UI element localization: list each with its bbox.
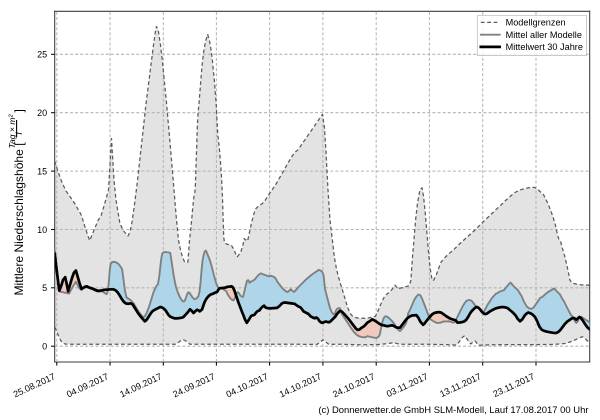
svg-text:20: 20 xyxy=(37,108,47,118)
svg-text:Modellgrenzen: Modellgrenzen xyxy=(506,18,566,28)
svg-text:0: 0 xyxy=(42,341,47,351)
svg-text:5: 5 xyxy=(42,283,47,293)
svg-text:Tag × m²: Tag × m² xyxy=(7,113,17,148)
svg-text:Mittel aller Modelle: Mittel aller Modelle xyxy=(506,30,582,40)
svg-text:Mittelwert 30 Jahre: Mittelwert 30 Jahre xyxy=(506,42,583,52)
svg-text:]: ] xyxy=(12,109,26,112)
svg-text:Mittlere Niederschlagshöhe [: Mittlere Niederschlagshöhe [ xyxy=(12,142,26,296)
svg-text:15: 15 xyxy=(37,166,47,176)
svg-text:(c) Donnerwetter.de GmbH SLM-M: (c) Donnerwetter.de GmbH SLM-Modell, Lau… xyxy=(318,405,588,416)
svg-text:25: 25 xyxy=(37,50,47,60)
svg-text:l: l xyxy=(14,132,24,135)
svg-text:10: 10 xyxy=(37,225,47,235)
